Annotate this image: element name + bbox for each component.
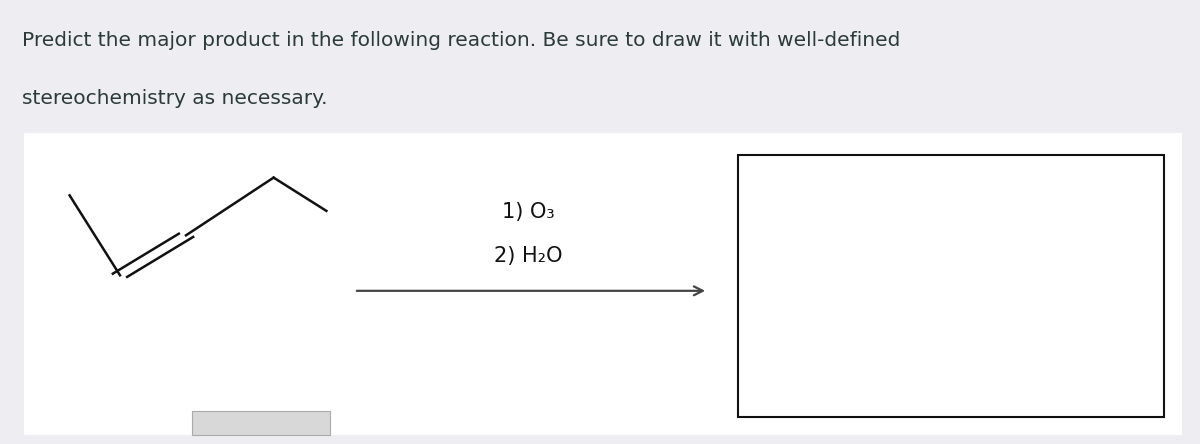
Bar: [24, 133, 1182, 435]
Bar: [192, 411, 330, 435]
Text: Predict the major product in the following reaction. Be sure to draw it with wel: Predict the major product in the followi…: [22, 31, 900, 50]
Bar: [738, 155, 1164, 417]
Text: 1) O₃: 1) O₃: [502, 202, 554, 222]
Text: 2) H₂O: 2) H₂O: [493, 246, 563, 266]
Text: stereochemistry as necessary.: stereochemistry as necessary.: [22, 89, 328, 108]
